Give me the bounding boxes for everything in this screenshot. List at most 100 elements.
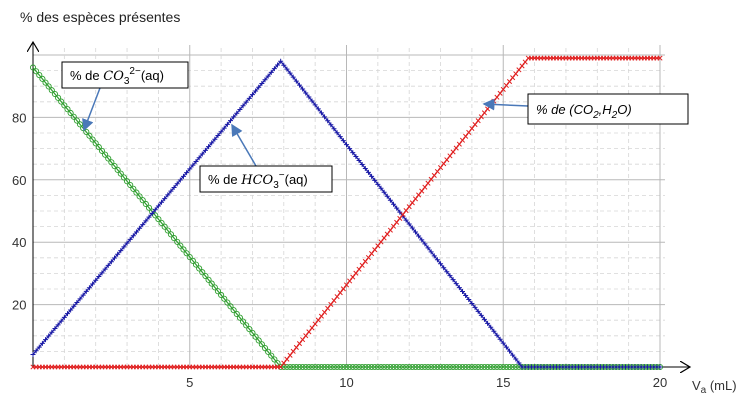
data-point	[121, 244, 127, 250]
data-point	[437, 363, 444, 371]
data-point	[74, 300, 80, 306]
data-point	[303, 333, 309, 339]
data-point	[228, 118, 234, 124]
data-point	[403, 208, 409, 214]
data-point	[355, 363, 363, 371]
data-point	[255, 337, 262, 344]
data-point	[337, 363, 344, 371]
data-point	[300, 86, 306, 92]
data-point	[80, 292, 86, 298]
data-point	[472, 304, 478, 310]
data-point	[337, 290, 343, 296]
data-point	[256, 84, 262, 90]
data-point	[227, 303, 234, 310]
data-point	[347, 278, 353, 284]
data-point	[325, 118, 331, 124]
data-point	[478, 114, 484, 120]
data-point	[199, 151, 205, 157]
data-point	[325, 305, 331, 311]
data-point	[55, 94, 62, 101]
data-point	[211, 284, 218, 291]
data-point	[475, 363, 482, 371]
data-point	[127, 181, 134, 189]
data-point	[165, 192, 171, 198]
data-point	[306, 329, 312, 335]
data-point	[193, 158, 199, 164]
data-point	[347, 146, 353, 152]
data-point	[318, 313, 324, 319]
data-point	[318, 363, 325, 371]
data-point	[196, 265, 203, 272]
data-point	[108, 259, 114, 265]
data-point	[290, 348, 296, 354]
data-point	[46, 333, 52, 339]
data-point	[447, 273, 453, 279]
data-point	[425, 180, 431, 186]
data-point	[510, 352, 516, 358]
data-point	[278, 58, 284, 64]
data-point	[305, 363, 312, 371]
chart-axes	[33, 42, 690, 367]
data-point	[510, 75, 516, 81]
data-point	[133, 189, 140, 196]
data-point	[315, 106, 321, 112]
data-point	[253, 88, 259, 94]
data-point	[478, 363, 485, 371]
data-point	[152, 207, 158, 213]
data-point	[425, 245, 431, 251]
data-point	[362, 258, 368, 264]
data-point	[155, 203, 161, 209]
data-point	[462, 363, 469, 371]
data-point	[468, 363, 475, 371]
data-point	[359, 161, 365, 167]
data-point	[465, 363, 472, 371]
data-point	[447, 153, 453, 159]
data-point	[365, 169, 371, 175]
data-point	[205, 276, 212, 283]
data-point	[212, 136, 218, 142]
data-point	[33, 348, 39, 354]
data-point	[516, 67, 522, 73]
data-point	[142, 200, 149, 208]
data-point	[73, 117, 80, 124]
data-point	[281, 62, 287, 68]
data-point	[167, 231, 174, 238]
data-point	[86, 285, 92, 291]
data-point	[306, 94, 312, 100]
data-point	[296, 82, 302, 88]
data-point	[421, 363, 428, 371]
data-point	[409, 363, 416, 371]
data-point	[453, 363, 460, 371]
annotation-text: % de HCO3−(aq)	[208, 170, 308, 191]
data-point	[155, 216, 162, 223]
data-point	[657, 364, 663, 370]
data-point	[406, 363, 413, 371]
data-point	[174, 238, 181, 245]
data-point	[478, 312, 484, 318]
data-point	[428, 249, 434, 255]
data-point	[412, 196, 419, 202]
data-point	[275, 62, 281, 68]
data-point	[187, 166, 193, 172]
data-point	[55, 322, 61, 328]
data-point	[252, 333, 259, 340]
data-point	[318, 110, 324, 116]
data-point	[387, 197, 393, 203]
data-point	[274, 360, 281, 367]
data-point	[259, 81, 265, 87]
data-point	[369, 173, 375, 179]
data-point	[145, 204, 153, 211]
data-point	[466, 296, 472, 302]
data-point	[412, 363, 419, 371]
data-point	[230, 307, 237, 314]
data-point	[177, 242, 184, 249]
data-point	[456, 141, 462, 147]
data-point	[152, 212, 159, 219]
data-point	[127, 236, 133, 242]
data-point	[487, 363, 494, 371]
data-point	[61, 314, 67, 320]
data-point	[140, 222, 146, 228]
data-point	[64, 311, 70, 317]
data-point	[171, 235, 178, 242]
data-point	[33, 68, 40, 75]
